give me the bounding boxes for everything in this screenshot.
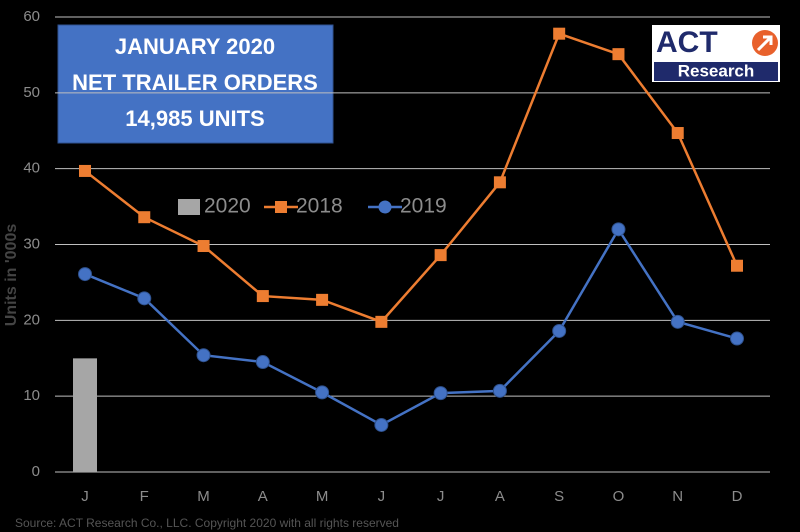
marker — [492, 383, 507, 398]
marker — [197, 240, 210, 253]
logo-band — [654, 62, 778, 81]
marker — [79, 164, 91, 177]
legend-label: 2020 — [204, 195, 251, 218]
marker — [255, 355, 270, 370]
marker — [671, 127, 684, 140]
marker — [256, 290, 269, 303]
title-box — [57, 24, 334, 144]
logo-subtext: Research — [678, 61, 755, 80]
y-tick-label: 60 — [23, 8, 40, 25]
legend-marker — [378, 200, 392, 214]
legend-marker — [275, 201, 287, 213]
x-tick-label: J — [378, 488, 386, 505]
marker — [552, 323, 567, 338]
source-note: Source: ACT Research Co., LLC. Copyright… — [15, 516, 399, 530]
title-line: JANUARY 2020 — [115, 34, 275, 59]
marker — [612, 48, 625, 61]
marker — [316, 293, 329, 306]
marker — [196, 348, 211, 363]
marker — [670, 314, 685, 329]
legend-label: 2019 — [400, 195, 447, 218]
title-line: NET TRAILER ORDERS — [72, 70, 318, 95]
line — [84, 226, 738, 427]
marker — [375, 315, 388, 328]
marker — [611, 222, 626, 237]
x-tick-label: J — [81, 488, 89, 505]
logo-arrow — [756, 35, 773, 52]
logo-text: ACT — [656, 26, 718, 59]
marker — [137, 291, 152, 306]
marker — [78, 267, 92, 282]
line — [84, 32, 739, 324]
marker — [374, 417, 389, 432]
x-tick-label: J — [437, 488, 445, 505]
x-tick-label: A — [258, 488, 268, 505]
x-tick-label: M — [316, 488, 329, 505]
marker — [138, 211, 151, 224]
marker — [553, 27, 566, 40]
y-tick-label: 30 — [23, 235, 40, 252]
y-tick-label: 0 — [32, 463, 40, 480]
marker — [433, 386, 448, 401]
y-axis-label: Units in '000s — [3, 224, 20, 327]
x-tick-label: A — [495, 488, 505, 505]
legend-label: 2018 — [296, 195, 343, 218]
x-tick-label: S — [554, 488, 564, 505]
marker — [434, 249, 447, 262]
marker — [493, 176, 506, 189]
y-tick-label: 40 — [23, 160, 40, 177]
marker — [730, 331, 744, 346]
bar — [73, 358, 97, 472]
legend-swatch — [178, 199, 200, 215]
x-tick-label: N — [672, 488, 683, 505]
x-tick-label: O — [613, 488, 625, 505]
x-tick-label: D — [732, 488, 743, 505]
y-tick-label: 10 — [23, 387, 40, 404]
title-line: 14,985 UNITS — [125, 106, 264, 131]
x-tick-label: F — [140, 488, 149, 505]
marker — [315, 385, 330, 400]
y-tick-label: 20 — [23, 311, 40, 328]
x-tick-label: M — [197, 488, 210, 505]
marker — [731, 259, 743, 272]
y-tick-label: 50 — [23, 84, 40, 101]
